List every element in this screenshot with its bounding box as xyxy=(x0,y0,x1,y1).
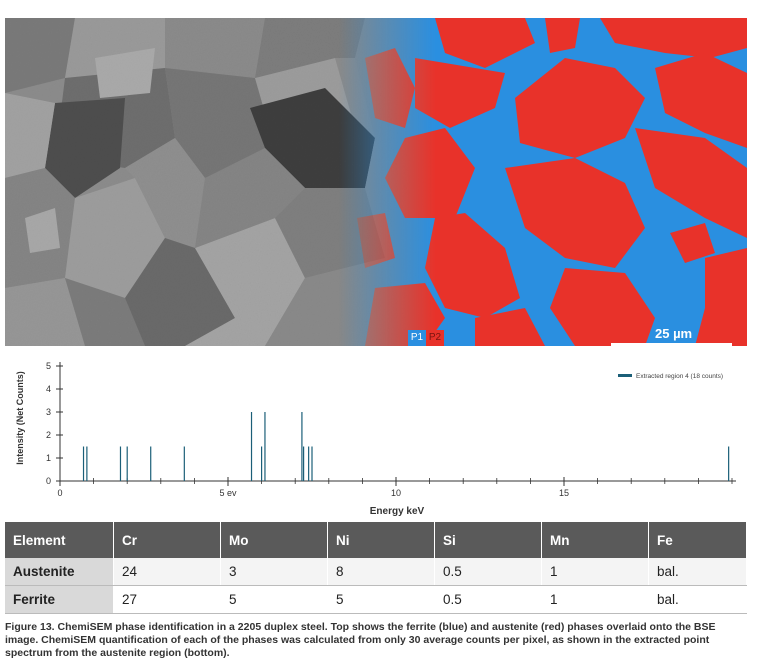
phase-label-p2: P2 xyxy=(426,330,444,346)
y-tick-label: 5 xyxy=(46,361,51,371)
table-header-row: Element Cr Mo Ni Si Mn Fe xyxy=(5,522,747,558)
x-tick-label: 10 xyxy=(391,488,401,498)
x-axis-label: Energy keV xyxy=(370,506,425,517)
header-cr: Cr xyxy=(113,522,221,558)
legend-label: Extracted region 4 (18 counts) xyxy=(636,373,723,380)
table-cell: 0.5 xyxy=(434,585,542,614)
table-row: Austenite 24 3 8 0.5 1 bal. xyxy=(5,558,747,586)
x-tick-label: 0 xyxy=(57,488,62,498)
table-cell: bal. xyxy=(648,585,747,614)
y-tick-label: 1 xyxy=(46,453,51,463)
header-mn: Mn xyxy=(541,522,649,558)
y-tick-label: 3 xyxy=(46,407,51,417)
table-cell: 1 xyxy=(541,585,649,614)
y-tick-label: 0 xyxy=(46,476,51,486)
x-tick-label: 15 xyxy=(559,488,569,498)
table-cell: 1 xyxy=(541,558,649,586)
table-row: Ferrite 27 5 5 0.5 1 bal. xyxy=(5,585,747,614)
header-mo: Mo xyxy=(220,522,328,558)
x-tick-label: 5 ev xyxy=(219,488,237,498)
scale-bar xyxy=(611,343,732,346)
row-label-austenite: Austenite xyxy=(5,558,114,586)
table-cell: 8 xyxy=(327,558,435,586)
y-tick-label: 4 xyxy=(46,384,51,394)
header-element: Element xyxy=(5,522,114,558)
table-cell: 5 xyxy=(220,585,328,614)
phase-label-p1: P1 xyxy=(408,330,426,346)
scale-bar-label: 25 µm xyxy=(655,326,693,341)
header-ni: Ni xyxy=(327,522,435,558)
sem-micrograph: 25 µm xyxy=(5,18,747,346)
y-axis-label: Intensity (Net Counts) xyxy=(15,371,25,465)
header-si: Si xyxy=(434,522,542,558)
eds-spectrum-chart: 0 1 2 3 4 5 0 5 ev 10 15 Extracted region 4 (18 co… xyxy=(5,352,747,520)
table-cell: 3 xyxy=(220,558,328,586)
composition-table: Element Cr Mo Ni Si Mn Fe Austenite 24 3… xyxy=(5,522,747,614)
table-cell: 24 xyxy=(113,558,221,586)
header-fe: Fe xyxy=(648,522,747,558)
table-cell: bal. xyxy=(648,558,747,586)
phase-map-overlay xyxy=(5,18,747,346)
micrograph-image xyxy=(5,18,747,346)
table-cell: 27 xyxy=(113,585,221,614)
table-cell: 0.5 xyxy=(434,558,542,586)
legend-swatch xyxy=(618,374,632,377)
figure-caption: Figure 13. ChemiSEM phase identification… xyxy=(5,621,716,659)
austenite-phase xyxy=(357,18,747,346)
y-tick-label: 2 xyxy=(46,430,51,440)
table-cell: 5 xyxy=(327,585,435,614)
row-label-ferrite: Ferrite xyxy=(5,585,114,614)
